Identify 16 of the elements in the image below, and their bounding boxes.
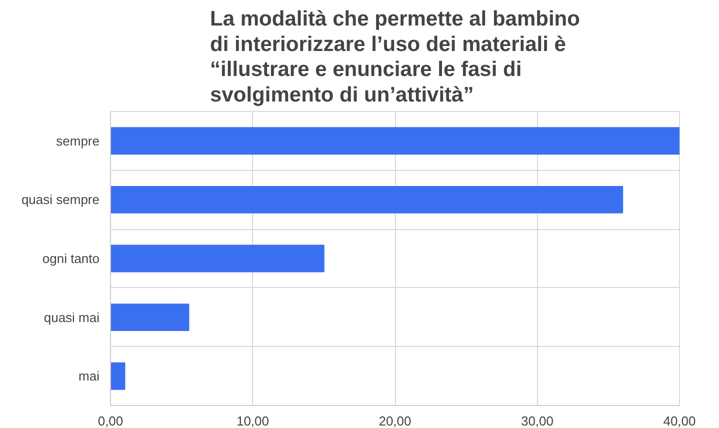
- bar: [110, 186, 624, 214]
- chart-title: La modalità che permette al bambino di interiorizzare l’uso dei materiali è “illustrare e enunciare le fasi di svolgimento di un’attività”: [210, 8, 580, 106]
- x-tick-label: 20,00: [378, 414, 412, 428]
- bar: [110, 244, 324, 272]
- y-tick-label: ogni tanto: [42, 251, 100, 266]
- x-tick-label: 0,00: [98, 414, 124, 428]
- y-tick-label: quasi mai: [44, 310, 100, 325]
- y-tick-label: sempre: [56, 133, 100, 148]
- x-tick-label: 40,00: [663, 414, 696, 428]
- bar: [110, 304, 190, 332]
- y-tick-label: quasi sempre: [21, 192, 100, 208]
- y-tick-label: mai: [78, 368, 100, 384]
- x-tick-label: 10,00: [236, 414, 270, 428]
- bar: [110, 127, 680, 155]
- bar: [110, 362, 126, 390]
- x-tick-label: 30,00: [520, 414, 554, 428]
